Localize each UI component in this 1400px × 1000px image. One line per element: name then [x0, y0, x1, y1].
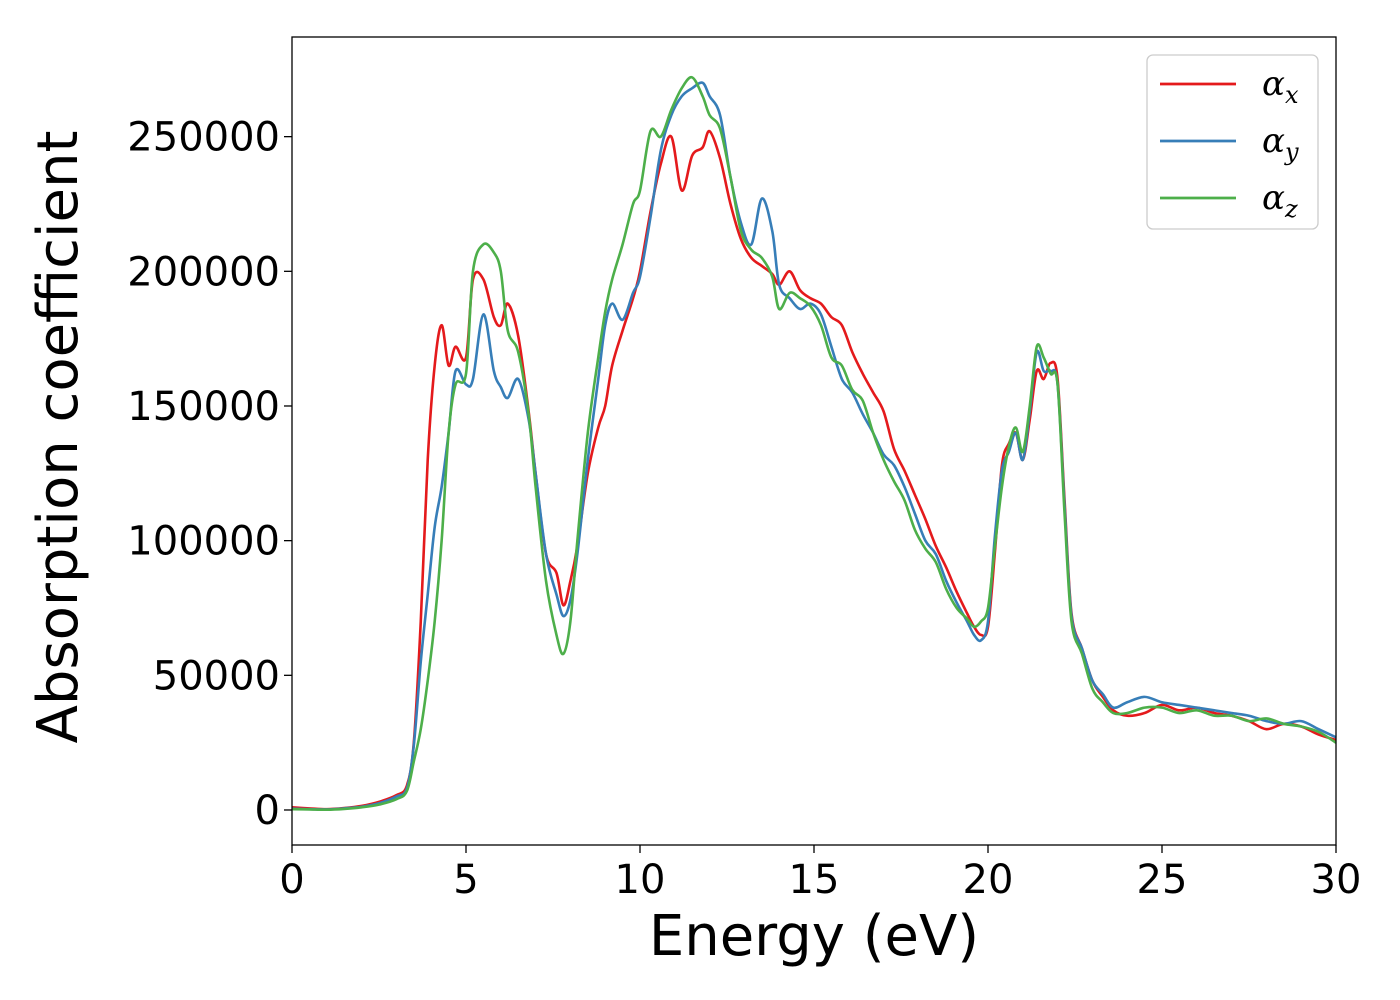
y-tick-label: 150000	[127, 384, 280, 430]
legend-label-base: α	[1262, 178, 1285, 218]
y-tick-label: 100000	[127, 519, 280, 565]
x-tick-label: 15	[789, 857, 840, 903]
legend-label-base: α	[1262, 121, 1285, 161]
legend-label-base: α	[1262, 64, 1285, 104]
legend-label-subscript: y	[1284, 138, 1299, 166]
x-tick-label: 20	[963, 857, 1014, 903]
y-tick-label: 250000	[127, 115, 280, 161]
x-axis: 0 5 10 15 20 25 30	[279, 845, 1361, 903]
y-tick-label: 50000	[153, 653, 280, 699]
legend-label-z: αz	[1262, 178, 1298, 223]
legend-label-y: αy	[1262, 121, 1299, 166]
y-axis: 0 50000 100000 150000 200000 250000	[127, 115, 292, 834]
x-tick-label: 5	[453, 857, 478, 903]
legend-label-subscript: z	[1284, 195, 1298, 223]
y-tick-label: 0	[255, 788, 280, 834]
y-axis-title: Absorption coefficient	[26, 131, 91, 744]
plot-lines	[292, 75, 1336, 812]
series-line-x	[292, 129, 1336, 811]
y-tick-label: 200000	[127, 249, 280, 295]
legend-label-x: αx	[1262, 64, 1299, 109]
x-tick-label: 10	[615, 857, 666, 903]
series-line-z	[292, 75, 1336, 812]
x-tick-label: 25	[1137, 857, 1188, 903]
x-tick-label: 0	[279, 857, 304, 903]
x-axis-title: Energy (eV)	[649, 904, 979, 969]
x-tick-label: 30	[1311, 857, 1362, 903]
legend-label-subscript: x	[1285, 81, 1299, 109]
